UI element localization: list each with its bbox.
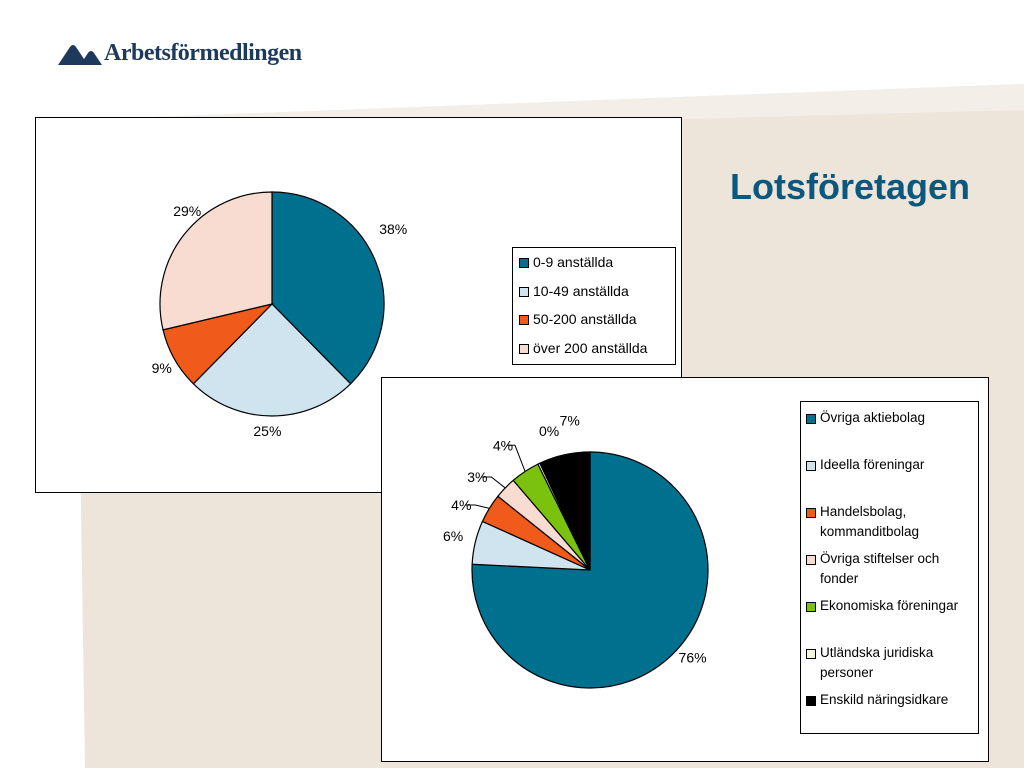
logo-mark-icon	[58, 45, 102, 65]
pie-chart-company-form: 76% 6% 4% 3% 4% 0%7%	[443, 412, 709, 689]
legend-label: Ekonomiska föreningar	[820, 598, 959, 613]
legend-item-ekonomiska-foreningar: Ekonomiska föreningar	[806, 596, 978, 616]
data-label-ovriga-aktiebolag: 76%	[679, 649, 707, 665]
data-label-enskild-naringsidkare: 7%	[560, 412, 580, 428]
data-label-utlandska-juridiska-personer: 0%	[539, 423, 559, 439]
legend-label: Handelsbolag, kommanditbolag	[820, 504, 920, 539]
legend-item-10-49-anstallda: 10-49 anställda	[519, 282, 675, 311]
legend-item-0-9-anstallda: 0-9 anställda	[519, 253, 675, 282]
legend-swatch	[806, 508, 816, 518]
pie-slice-over-200-anstallda	[159, 191, 273, 331]
leader-line-ovriga-stiftelser-och-fonder	[481, 476, 506, 489]
legend-label: Övriga aktiebolag	[820, 410, 926, 425]
legend-label: 50-200 anställda	[533, 311, 637, 327]
data-label-ideella-foreningar: 6%	[443, 528, 463, 544]
logo: Arbetsförmedlingen	[58, 36, 302, 70]
legend-company-size: 0-9 anställda 10-49 anställda 50-200 anstä…	[512, 247, 676, 365]
legend-item-over-200-anstallda: över 200 anställda	[519, 339, 675, 368]
slide-title: Lotsföretagen	[729, 166, 970, 207]
data-label-handelsbolag-kommanditbolag: 4%	[451, 497, 471, 513]
legend-swatch	[806, 555, 816, 565]
pie-chart-company-size: 38% 25% 9% 29%	[152, 191, 407, 439]
data-label-10-49-anstallda: 25%	[253, 423, 281, 439]
legend-item-utlandska-juridiska-personer: Utländska juridiska personer	[806, 643, 978, 683]
legend-company-form: Övriga aktiebolag Ideella föreningar Hande…	[800, 401, 979, 734]
legend-item-ideella-foreningar: Ideella föreningar	[806, 455, 978, 475]
legend-label: över 200 anställda	[533, 339, 648, 356]
legend-swatch	[519, 286, 529, 297]
legend-item-ovriga-aktiebolag: Övriga aktiebolag	[806, 408, 978, 428]
legend-item-enskild-naringsidkare: Enskild näringsidkare	[806, 690, 978, 710]
chart-company-form: 76% 6% 4% 3% 4% 0% 7% Övriga aktiebolag Ideella…	[381, 377, 989, 762]
legend-label: Enskild näringsidkare	[820, 692, 949, 707]
legend-swatch	[806, 696, 816, 706]
legend-label: 10-49 anställda	[533, 282, 629, 299]
pie-slice-10-49-anstallda	[192, 303, 352, 417]
legend-swatch	[519, 258, 529, 268]
leader-line-handelsbolag-kommanditbolag	[465, 504, 490, 509]
legend-swatch	[519, 315, 529, 325]
pie-slice-0-9-anstallda	[271, 191, 385, 385]
leader-line-ekonomiska-foreningar	[507, 444, 526, 472]
legend-label: Utländska juridiska personer	[820, 645, 934, 680]
data-label-ekonomiska-foreningar: 4%	[493, 437, 513, 453]
data-label-over-200-anstallda: 29%	[173, 203, 201, 219]
data-label-ovriga-stiftelser-och-fonder: 3%	[467, 469, 487, 485]
logo-text: Arbetsförmedlingen	[104, 39, 302, 66]
legend-label: Övriga stiftelser och fonder	[820, 551, 940, 586]
legend-item-handelsbolag-kommanditbolag: Handelsbolag, kommanditbolag	[806, 502, 978, 542]
pie-slice-enskild-naringsidkare	[539, 451, 591, 571]
legend-swatch	[806, 414, 816, 424]
data-label-0-9-anstallda: 38%	[379, 221, 407, 237]
legend-swatch	[806, 461, 816, 471]
legend-swatch	[806, 602, 816, 612]
legend-item-ovriga-stiftelser-och-fonder: Övriga stiftelser och fonder	[806, 549, 978, 589]
legend-item-50-200-anstallda: 50-200 anställda	[519, 310, 675, 339]
legend-swatch	[806, 649, 816, 659]
legend-swatch	[519, 343, 529, 354]
legend-label: 0-9 anställda	[533, 254, 614, 270]
legend-label: Ideella föreningar	[820, 457, 925, 472]
data-label-50-200-anstallda: 9%	[152, 360, 172, 376]
